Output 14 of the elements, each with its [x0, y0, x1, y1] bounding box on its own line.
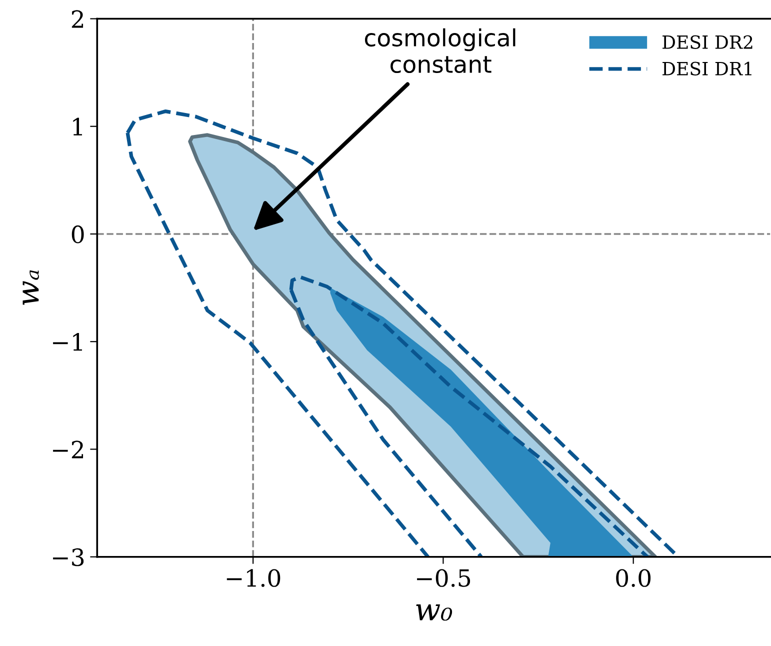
annotation: cosmological constant [364, 28, 516, 74]
x-tick-label: −1.0 [226, 569, 280, 587]
legend-label: DESI DR1 [662, 62, 752, 76]
x-axis-title: w₀ [416, 604, 452, 621]
y-tick-label: 1 [73, 118, 82, 136]
y-tick-label: −2 [53, 440, 84, 458]
y-tick-label: 2 [72, 10, 84, 28]
x-tick-label: −0.5 [417, 569, 470, 587]
x-tick-label: 0.0 [616, 569, 651, 587]
legend-label: DESI DR2 [662, 35, 752, 49]
y-tick-label: 0 [72, 225, 84, 244]
y-tick-label: −1 [53, 333, 82, 351]
y-tick-label: −3 [53, 548, 84, 566]
y-axis-title: wₐ [22, 270, 39, 305]
